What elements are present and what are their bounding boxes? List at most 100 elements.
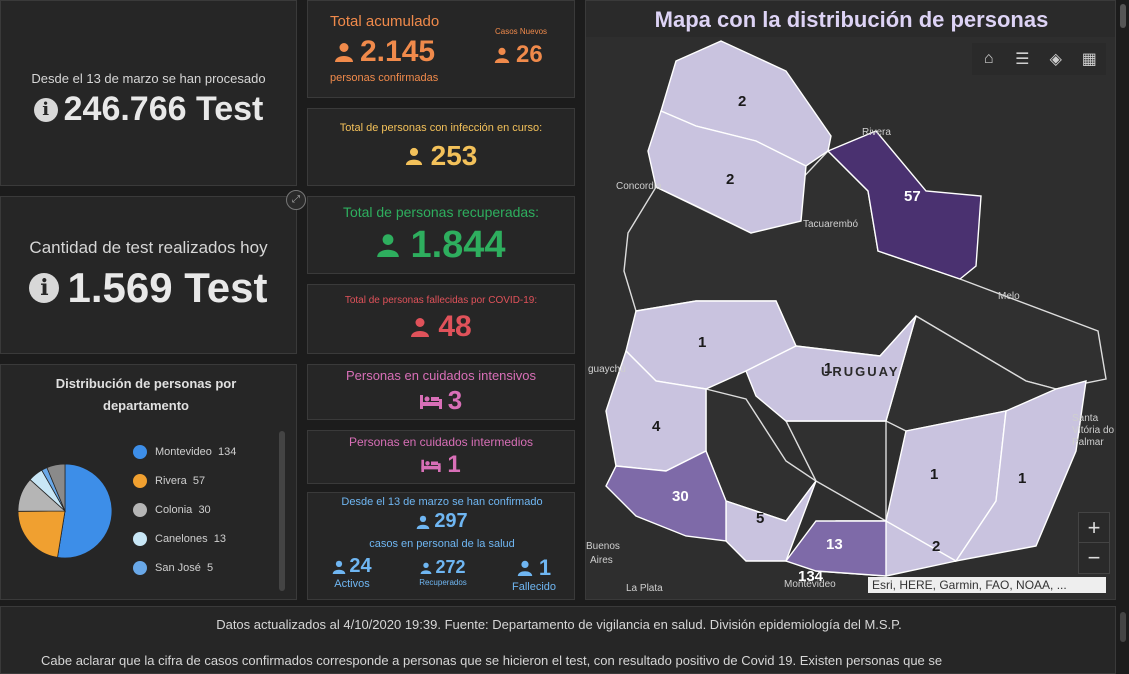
legend: Montevideo 134 Rivera 57 Colonia 30 Cane… <box>133 437 236 582</box>
new-cases-label: Casos Nuevos <box>495 27 548 36</box>
map-panel: Mapa con la distribución de personas 2 2… <box>585 0 1116 600</box>
bed-icon <box>421 459 441 472</box>
person-icon <box>411 317 430 337</box>
layers-icon[interactable]: ◈ <box>1049 51 1062 68</box>
svg-text:Vitória do: Vitória do <box>1072 425 1115 436</box>
svg-text:guaychú: guaychú <box>588 364 626 375</box>
svg-text:Buenos: Buenos <box>586 541 620 552</box>
accumulated-value: 2.145 <box>360 35 436 68</box>
legend-item[interactable]: Colonia 30 <box>133 495 236 524</box>
svg-text:Rivera: Rivera <box>862 127 891 138</box>
map-label-artigas: 2 <box>738 93 746 110</box>
new-cases-value: 26 <box>516 41 543 68</box>
legend-swatch <box>133 560 147 575</box>
legend-name: Colonia <box>155 503 193 516</box>
staff-recovered: 272 Recuperados <box>408 557 478 587</box>
map-label-montevideo: 134 <box>798 568 824 585</box>
svg-text:Santa: Santa <box>1072 413 1099 424</box>
person-icon <box>333 560 346 574</box>
legend-item[interactable]: Montevideo 134 <box>133 437 236 466</box>
basemap-icon[interactable]: ▦ <box>1081 51 1097 68</box>
legend-swatch <box>133 531 147 546</box>
recovered-label: Total de personas recuperadas: <box>342 203 540 220</box>
active-value: 253 <box>430 140 478 171</box>
expand-icon[interactable]: ⤢ <box>286 190 306 210</box>
intermediate-panel: Personas en cuidados intermedios 1 <box>307 430 575 484</box>
footer-scrollbar[interactable] <box>1116 606 1129 674</box>
map-title: Mapa con la distribución de personas <box>654 7 1049 32</box>
staff-recovered-label: Recuperados <box>419 578 467 587</box>
map-label-lavalleja: 1 <box>930 466 938 483</box>
accumulated-sub: personas confirmadas <box>330 72 439 84</box>
map-label-rivera: 57 <box>904 188 921 205</box>
map-scrollbar[interactable] <box>1116 0 1129 600</box>
tests-total-label: Desde el 13 de marzo se han procesado <box>31 71 266 86</box>
info-icon: i <box>33 97 58 122</box>
active-panel: Total de personas con infección en curso… <box>307 108 575 186</box>
intensive-value: 3 <box>447 385 463 415</box>
person-icon <box>377 234 400 257</box>
info-icon: i <box>29 273 60 303</box>
staff-active-value: 24 <box>349 555 372 577</box>
person-icon <box>421 562 432 574</box>
deceased-value: 48 <box>438 309 472 343</box>
legend-name: San José <box>155 561 201 574</box>
zoom-in-button[interactable]: + <box>1078 512 1110 544</box>
person-icon <box>417 515 430 529</box>
health-staff-label: Desde el 13 de marzo se han confirmado <box>341 496 543 508</box>
svg-text:La Plata: La Plata <box>626 583 663 594</box>
legend-item[interactable]: Rivera 57 <box>133 466 236 495</box>
recovered-value: 1.844 <box>410 223 506 266</box>
accumulated-label: Total acumulado <box>330 13 440 30</box>
map-label-salto: 2 <box>726 171 734 188</box>
zoom-out-button[interactable]: − <box>1078 542 1110 574</box>
map-label-durazno: 1 <box>824 360 832 377</box>
department-canelones <box>784 520 887 577</box>
map-label-rocha: 1 <box>1018 470 1026 487</box>
legend-swatch <box>133 444 147 459</box>
map-label-canelones: 13 <box>826 536 843 553</box>
legend-name: Canelones <box>155 532 208 545</box>
person-icon <box>494 47 510 63</box>
department-rivera <box>826 130 982 280</box>
legend-item[interactable]: San José 5 <box>133 553 236 582</box>
deceased-label: Total de personas fallecidas por COVID-1… <box>344 294 538 306</box>
accumulated-panel: Total acumulado 2.145 personas confirmad… <box>307 0 575 98</box>
svg-text:Montevideo: Montevideo <box>784 579 836 590</box>
map-toolbar: ⌂ ☰ ◈ ▦ <box>972 43 1106 75</box>
legend-item[interactable]: Canelones 13 <box>133 524 236 553</box>
intensive-label: Personas en cuidados intensivos <box>345 368 537 383</box>
home-icon[interactable]: ⌂ <box>983 50 994 67</box>
intensive-panel: Personas en cuidados intensivos 3 <box>307 364 575 420</box>
legend-value: 13 <box>213 532 226 545</box>
tests-today-value: 1.569 Test <box>67 264 268 311</box>
distribution-panel: Distribución de personas por departament… <box>0 364 297 600</box>
person-icon <box>335 43 353 62</box>
department-salto <box>647 110 807 234</box>
tests-today-panel: Cantidad de test realizados hoy i 1.569 … <box>0 196 297 354</box>
footer-line1: Datos actualizados al 4/10/2020 19:39. F… <box>216 617 902 632</box>
pie-chart[interactable] <box>15 461 115 561</box>
deceased-panel: Total de personas fallecidas por COVID-1… <box>307 284 575 354</box>
pie-slice-otros[interactable] <box>46 463 66 512</box>
staff-active-label: Activos <box>334 578 370 590</box>
staff-recovered-value: 272 <box>435 557 466 577</box>
recovered-panel: Total de personas recuperadas: 1.844 <box>307 196 575 274</box>
legend-scrollbar[interactable] <box>279 431 285 591</box>
department-colonia <box>605 450 727 542</box>
bed-icon <box>419 394 442 409</box>
staff-deceased-value: 1 <box>538 555 552 580</box>
department-rocha <box>954 380 1087 562</box>
health-staff-value: 297 <box>434 510 468 532</box>
map-view[interactable]: 2 2 57 1 1 4 30 5 13 134 1 1 2 Rivera Co… <box>586 1 1116 600</box>
map-attribution[interactable]: Esri, HERE, Garmin, FAO, NOAA, ... <box>868 577 1106 593</box>
tests-today-label: Cantidad de test realizados hoy <box>29 238 268 257</box>
pie-slice-montevideo[interactable] <box>57 463 113 559</box>
department-durazno <box>745 315 917 422</box>
footer-line2: Cabe aclarar que la cifra de casos confi… <box>41 653 943 668</box>
country-label: URUGUAY <box>821 364 900 379</box>
intermediate-label: Personas en cuidados intermedios <box>348 435 534 449</box>
pie-slice-rivera[interactable] <box>17 510 66 558</box>
svg-text:Melo: Melo <box>998 291 1020 302</box>
list-icon[interactable]: ☰ <box>1015 51 1030 68</box>
